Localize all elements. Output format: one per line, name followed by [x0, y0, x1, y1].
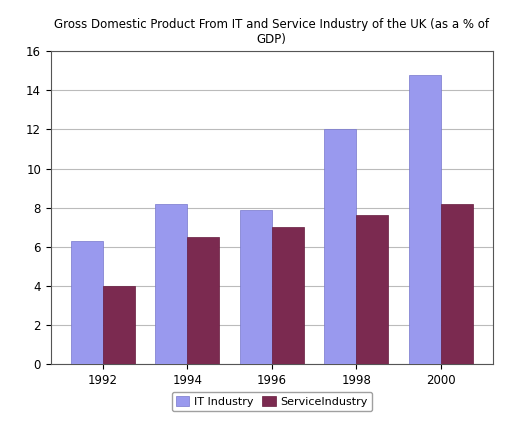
Bar — [103, 286, 135, 364]
Bar — [408, 75, 440, 364]
Bar — [71, 241, 103, 364]
Bar — [356, 215, 388, 364]
Bar — [187, 237, 219, 364]
Bar — [272, 227, 304, 364]
Title: Gross Domestic Product From IT and Service Industry of the UK (as a % of
GDP): Gross Domestic Product From IT and Servi… — [54, 18, 489, 46]
Bar — [440, 204, 472, 364]
Legend: IT Industry, ServiceIndustry: IT Industry, ServiceIndustry — [172, 392, 372, 411]
Bar — [324, 130, 356, 364]
Bar — [240, 210, 272, 364]
Bar — [155, 204, 187, 364]
